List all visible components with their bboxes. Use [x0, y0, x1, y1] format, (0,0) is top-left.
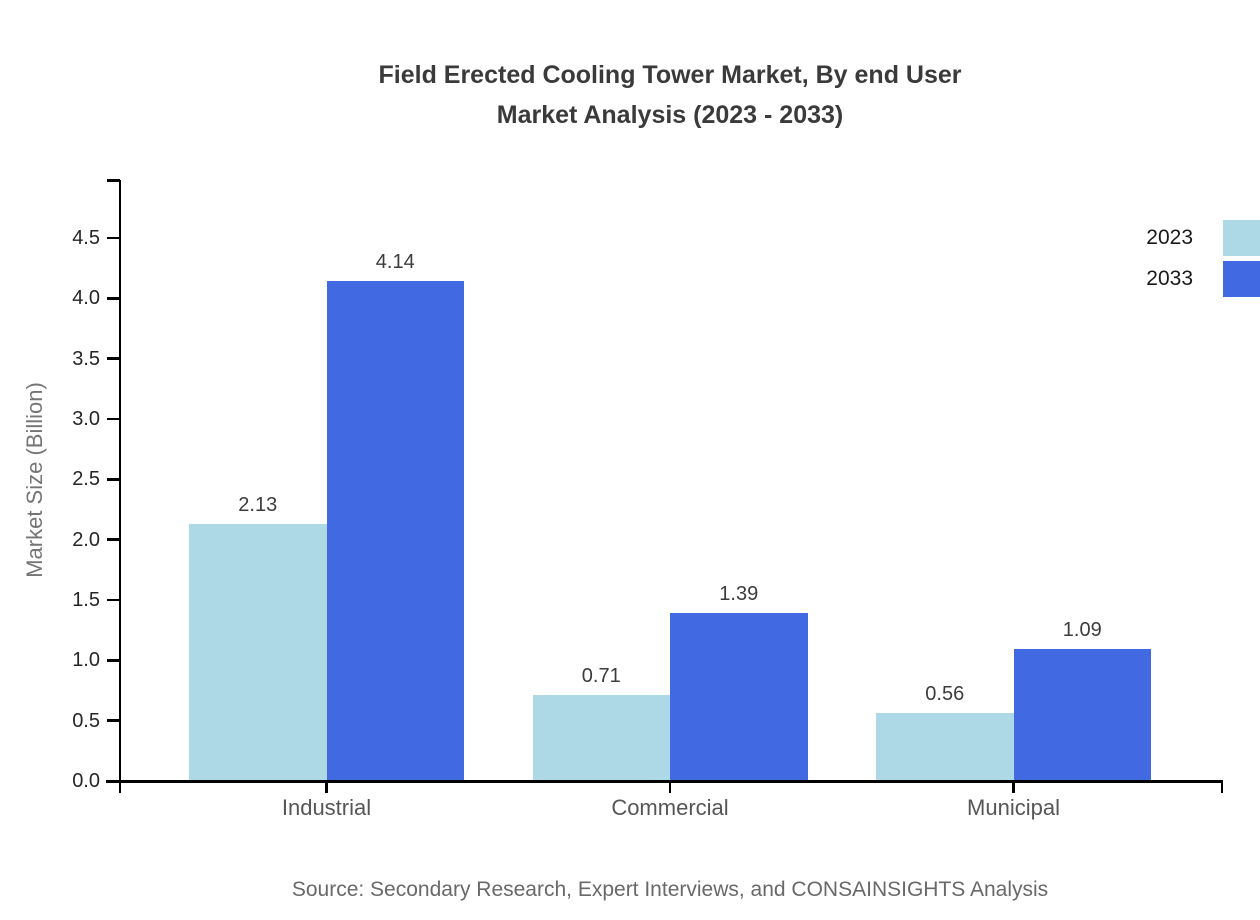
y-tick-label: 3.5: [72, 347, 100, 370]
chart-title-line-2: Market Analysis (2023 - 2033): [496, 101, 844, 129]
legend-label-2023: 2023: [1146, 226, 1193, 249]
x-axis-end-tick: [1220, 780, 1223, 793]
legend-swatch-2023: [1223, 220, 1260, 256]
y-tick-label: 3.0: [72, 408, 100, 430]
x-tick: [325, 781, 328, 793]
y-tick-label: 0.5: [72, 709, 100, 732]
bar-value-label: 2.13: [238, 493, 278, 516]
x-category-label-industrial: Industrial: [281, 795, 372, 820]
chart-title-line-1: Field Erected Cooling Tower Market, By e…: [378, 61, 962, 89]
x-axis-spine: [106, 780, 1222, 783]
legend-entry-2023: 2023: [1146, 220, 1260, 256]
x-category-label-commercial: Commercial: [611, 795, 729, 820]
bar-value-label: 1.39: [719, 583, 759, 606]
bar-2033-municipal: [1013, 649, 1151, 782]
chart-title: Field Erected Cooling Tower Market, By e…: [120, 55, 1220, 135]
legend-label-2033: 2033: [1146, 267, 1193, 290]
bar-2023-commercial: [532, 695, 670, 782]
legend-swatch-2033: [1223, 261, 1260, 297]
bar-2023-industrial: [189, 523, 327, 782]
y-tick-label: 0.0: [72, 770, 100, 792]
y-tick: [107, 538, 120, 541]
y-tick-label: 2.0: [72, 528, 100, 551]
y-tick-label: 1.0: [72, 649, 100, 672]
y-axis-spine: [118, 180, 122, 793]
y-tick: [107, 478, 120, 481]
bar-value-label: 1.09: [1062, 619, 1102, 642]
legend-entry-2033: 2033: [1146, 261, 1260, 297]
y-tick: [107, 357, 120, 360]
y-tick: [107, 236, 120, 240]
bar-2023-municipal: [876, 713, 1014, 782]
bar-2033-commercial: [670, 613, 808, 782]
bar-value-label: 4.14: [375, 251, 415, 274]
bar-value-label: 0.71: [581, 665, 621, 688]
y-tick: [107, 297, 120, 300]
y-tick-label: 2.5: [72, 468, 100, 491]
y-axis-end-tick: [107, 179, 120, 182]
y-tick: [107, 719, 120, 722]
y-tick: [107, 659, 120, 662]
x-category-label-municipal: Municipal: [967, 795, 1060, 820]
bar-value-label: 0.56: [925, 683, 965, 706]
y-tick-label: 4.5: [72, 227, 100, 249]
source-attribution: Source: Secondary Research, Expert Inter…: [291, 878, 1049, 901]
y-tick: [107, 417, 120, 421]
bar-2033-industrial: [326, 281, 464, 782]
x-tick: [1012, 781, 1015, 793]
y-tick-label: 1.5: [72, 589, 100, 611]
y-tick-label: 4.0: [72, 287, 100, 310]
x-tick: [668, 781, 672, 793]
y-tick: [107, 598, 120, 602]
